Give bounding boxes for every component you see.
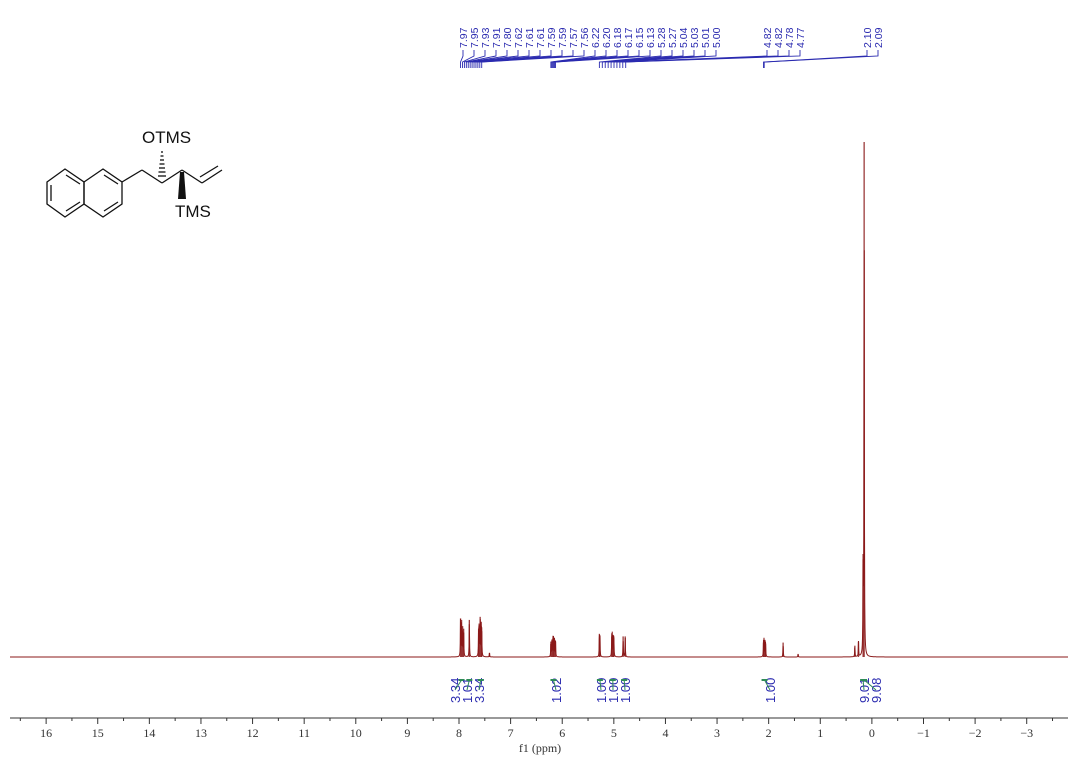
peak-shift-label: 4.77 <box>795 27 807 48</box>
x-tick-label: 0 <box>869 726 875 740</box>
naphthalene-ring-right <box>84 169 122 217</box>
x-tick-label: 8 <box>456 726 462 740</box>
x-tick-label: 3 <box>714 726 720 740</box>
integral-value: 1.02 <box>549 678 564 703</box>
integral-value: 3.34 <box>472 678 487 703</box>
chain-bond <box>122 170 142 182</box>
double-bond <box>66 202 80 211</box>
x-tick-label: 5 <box>611 726 617 740</box>
bold-wedge-bond <box>178 172 186 199</box>
x-tick-label: 9 <box>404 726 410 740</box>
double-bond <box>104 175 118 184</box>
x-tick-label: 6 <box>559 726 565 740</box>
vinyl-double-bond <box>202 170 222 183</box>
x-tick-label: 7 <box>508 726 514 740</box>
x-tick-label: 2 <box>766 726 772 740</box>
double-bond <box>66 175 80 184</box>
integral-value: 1.00 <box>618 678 633 703</box>
x-tick-label: −3 <box>1020 726 1033 740</box>
spectrum-trace <box>10 250 1068 657</box>
x-tick-label: 12 <box>247 726 259 740</box>
spectrum-layer <box>10 142 1068 657</box>
x-tick-label: 4 <box>662 726 668 740</box>
x-tick-label: −2 <box>969 726 982 740</box>
tms-label: TMS <box>175 202 211 221</box>
vinyl-double-bond <box>200 166 218 177</box>
integral-value: 9.08 <box>869 678 884 703</box>
x-tick-label: 16 <box>40 726 52 740</box>
x-tick-label: 13 <box>195 726 207 740</box>
peak-label-connector <box>764 50 878 68</box>
otms-label: OTMS <box>142 128 191 147</box>
double-bond <box>104 202 118 211</box>
peak-shift-label: 5.00 <box>711 27 723 48</box>
naphthalene-ring-left <box>47 169 84 217</box>
vinyl-bond <box>182 170 202 183</box>
x-tick-label: −1 <box>917 726 930 740</box>
x-tick-label: 1 <box>817 726 823 740</box>
x-tick-label: 14 <box>143 726 155 740</box>
x-tick-label: 11 <box>298 726 310 740</box>
x-axis-title: f1 (ppm) <box>519 741 561 755</box>
x-tick-label: 15 <box>92 726 104 740</box>
peak-shift-label: 0.15 <box>0 0 21 3</box>
hashed-wedge-bond <box>158 152 166 176</box>
peak-shift-label: 2.09 <box>873 27 885 48</box>
x-tick-label: 10 <box>350 726 362 740</box>
